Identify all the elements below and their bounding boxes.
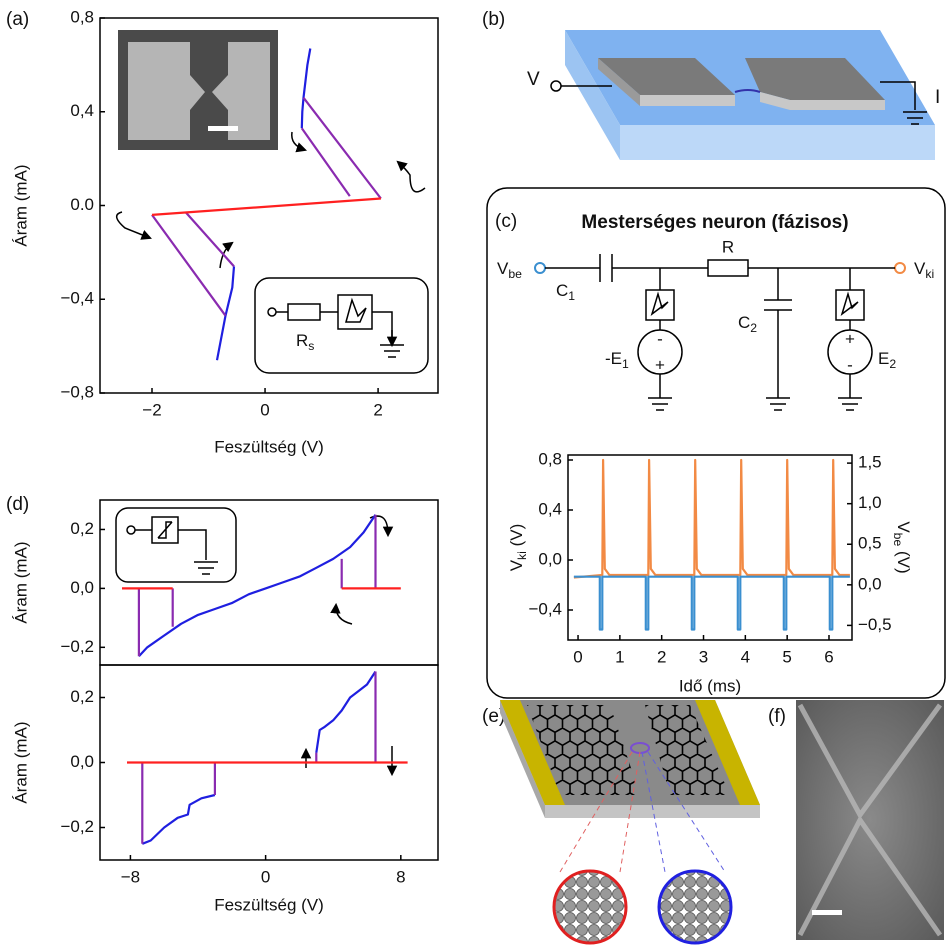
output-label: Vki: [914, 259, 934, 281]
x-tick-label: 1: [615, 647, 624, 666]
x-tick-label: −8: [121, 867, 140, 886]
y2-tick-label: 0,0: [858, 574, 882, 593]
panel-label: (a): [6, 9, 29, 30]
x-tick-label: 4: [741, 647, 750, 666]
x-tick-label: 2: [373, 400, 382, 419]
resistor-label-part: s: [308, 339, 314, 353]
output-label-part: V: [914, 259, 926, 278]
capacitor-label-part: 1: [568, 289, 575, 303]
resistor-label: R: [722, 237, 734, 256]
input-label-part: V: [497, 259, 509, 278]
input-label: Vbe: [497, 259, 522, 281]
x-axis-label: Idő (ms): [679, 676, 741, 695]
y2-tick-label: 1,5: [858, 453, 882, 472]
y-axis-label: Áram (mA): [11, 164, 30, 246]
panel-label: (d): [6, 494, 29, 515]
microscope-image: [796, 700, 944, 940]
circuit-inset: [255, 278, 428, 373]
capacitor-label: C2: [738, 313, 757, 335]
x-tick-label: 0: [260, 400, 269, 419]
capacitor-label-part: C: [556, 281, 568, 300]
sem-inset: [118, 30, 278, 150]
source-label-part: -E: [605, 349, 622, 368]
panel-label: (b): [482, 9, 505, 30]
y-tick-label: 0,0: [538, 549, 562, 568]
y-tick-label: −0,2: [60, 637, 94, 656]
panel-label: (f): [768, 706, 786, 727]
x-tick-label: −2: [142, 400, 161, 419]
y2-axis-label-part: be: [891, 533, 905, 547]
y-tick-label: 0,2: [70, 519, 94, 538]
y-tick-label: 0.0: [70, 195, 94, 214]
y-tick-label: 0,8: [70, 7, 94, 26]
x-tick-label: 5: [782, 647, 791, 666]
polarity-sign: -: [847, 355, 853, 374]
direction-arrows: [117, 132, 425, 268]
device-sketch: [551, 30, 935, 160]
y-axis-label: Vki (V): [507, 524, 529, 572]
x-tick-label: 2: [657, 647, 666, 666]
y-tick-label: 0,0: [70, 578, 94, 597]
source-label: -E1: [605, 349, 629, 371]
plot-frame: [568, 455, 852, 640]
y2-tick-label: 0,5: [858, 534, 882, 553]
x-tick-label: 0: [573, 647, 582, 666]
y-axis-label: Áram (mA): [11, 541, 30, 623]
circuit-inset: [116, 508, 236, 582]
y2-axis-label-part: V: [894, 521, 913, 533]
y-axis-label-part: ki: [515, 551, 529, 560]
x-tick-label: 6: [824, 647, 833, 666]
capacitor-label: C1: [556, 281, 575, 303]
x-tick-label: 8: [396, 867, 405, 886]
y-tick-label: −0,2: [60, 817, 94, 836]
y2-axis-label-part: (V): [894, 546, 913, 573]
polarity-sign: +: [655, 355, 665, 374]
x-tick-label: 0: [261, 867, 270, 886]
y2-axis-label: Vbe (V): [891, 521, 913, 573]
x-tick-label: 3: [699, 647, 708, 666]
y-tick-label: −0,4: [528, 599, 562, 618]
circuit-title: Mesterséges neuron (fázisos): [581, 212, 848, 233]
x-axis-label: Feszültség (V): [214, 437, 324, 456]
data-line: [142, 672, 375, 844]
data-line: [574, 577, 850, 630]
capacitor-label-part: C: [738, 313, 750, 332]
capacitor-label-part: 2: [750, 321, 757, 335]
panel-label: (c): [495, 211, 517, 232]
output-label-part: ki: [925, 267, 934, 281]
source-label: E2: [878, 349, 896, 371]
voltage-label: V: [527, 69, 540, 90]
y-axis-label-part: (V): [507, 524, 526, 551]
y-tick-label: −0,4: [60, 289, 94, 308]
data-line: [152, 199, 381, 215]
y-tick-label: 0,4: [538, 499, 562, 518]
resistor-label-part: R: [296, 331, 308, 350]
polarity-sign: -: [657, 329, 663, 348]
y-axis-label: Áram (mA): [11, 721, 30, 803]
polarity-sign: +: [845, 329, 855, 348]
y-tick-label: −0,8: [60, 382, 94, 401]
current-label: I: [935, 87, 940, 108]
y-tick-label: 0,4: [70, 101, 94, 120]
y-tick-label: 0,2: [70, 687, 94, 706]
y-axis-label-part: V: [507, 559, 526, 571]
x-axis-label: Feszültség (V): [214, 895, 324, 914]
input-label-part: be: [508, 267, 522, 281]
source-label-part: 2: [889, 357, 896, 371]
graphene-sketch: [500, 700, 760, 943]
source-label-part: 1: [622, 357, 629, 371]
data-line: [574, 460, 850, 578]
figure: (a) (b) (c) (d) (e) (f): [0, 0, 948, 949]
y-tick-label: 0,0: [70, 752, 94, 771]
y2-tick-label: −0,5: [858, 615, 892, 634]
source-label-part: E: [878, 349, 889, 368]
y-tick-label: 0,8: [538, 449, 562, 468]
y2-tick-label: 1,0: [858, 493, 882, 512]
